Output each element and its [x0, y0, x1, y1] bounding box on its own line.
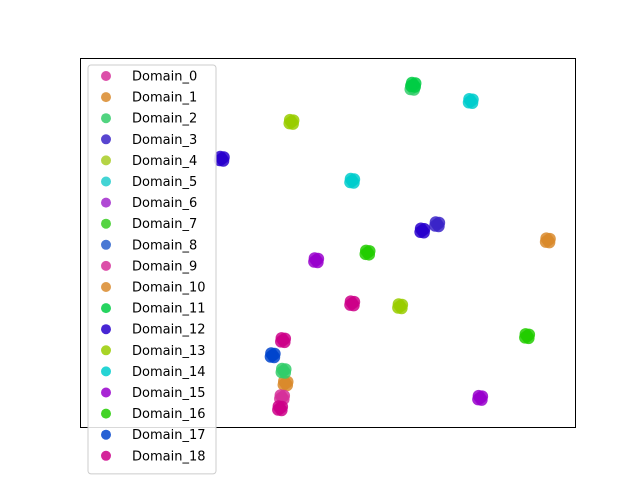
legend-marker	[101, 429, 111, 440]
scatter-point-domain-18-1	[275, 332, 292, 349]
legend-item: Domain_11	[101, 302, 206, 317]
legend-item: Domain_4	[101, 154, 197, 169]
legend-marker	[101, 71, 111, 81]
legend-label: Domain_4	[132, 154, 197, 169]
legend-marker	[101, 134, 111, 145]
legend-item: Domain_18	[101, 449, 206, 464]
legend-label: Domain_17	[132, 428, 206, 443]
scatter-point-domain-16-1	[519, 328, 536, 345]
legend-label: Domain_3	[132, 133, 197, 148]
legend-label: Domain_10	[132, 281, 206, 296]
legend-item: Domain_2	[101, 112, 197, 127]
scatter-point-domain-15-1	[472, 389, 489, 406]
legend-item: Domain_13	[101, 344, 206, 359]
legend-label: Domain_8	[132, 238, 197, 253]
legend-marker	[101, 113, 111, 124]
scatter-point-domain-18-0	[344, 295, 361, 312]
scatter-point-domain-9-0	[274, 389, 291, 406]
legend-item: Domain_12	[101, 323, 206, 338]
legend-label: Domain_5	[132, 175, 197, 190]
legend-item: Domain_17	[101, 428, 206, 443]
legend-label: Domain_13	[132, 344, 206, 359]
legend-marker	[101, 303, 111, 314]
legend-item: Domain_5	[101, 175, 197, 190]
scatter-point-domain-11-0	[405, 76, 422, 93]
legend-label: Domain_1	[132, 91, 197, 106]
scatter-point-domain-13-1	[392, 298, 409, 315]
legend-item: Domain_14	[101, 365, 206, 380]
legend-label: Domain_12	[132, 323, 206, 338]
legend-item: Domain_0	[101, 70, 197, 85]
legend-label: Domain_11	[132, 302, 206, 317]
legend: Domain_0 Domain_1 Domain_2 Domain_3 Domain_4…	[87, 64, 217, 475]
legend-item: Domain_1	[101, 91, 197, 106]
legend-marker	[101, 260, 111, 271]
legend-item: Domain_10	[101, 281, 206, 296]
legend-marker	[101, 218, 111, 229]
legend-marker	[101, 450, 111, 461]
scatter-point-domain-13-0	[283, 113, 300, 130]
scatter-point-domain-2-0	[275, 362, 292, 379]
legend-box	[87, 64, 217, 475]
legend-marker	[101, 282, 111, 292]
scatter-point-domain-12-0	[213, 150, 230, 167]
legend-label: Domain_2	[132, 112, 197, 127]
legend-marker	[101, 92, 111, 103]
legend-item: Domain_3	[101, 133, 197, 148]
legend-label: Domain_15	[132, 386, 206, 401]
legend-item: Domain_16	[101, 407, 206, 422]
legend-item: Domain_9	[101, 259, 197, 274]
legend-label: Domain_18	[132, 449, 206, 464]
legend-marker	[101, 345, 111, 356]
scatter-point-domain-14-1	[344, 172, 361, 189]
legend-item: Domain_7	[101, 217, 197, 232]
legend-label: Domain_16	[132, 407, 206, 422]
legend-marker	[101, 366, 111, 377]
legend-marker	[101, 324, 111, 335]
legend-item: Domain_8	[101, 238, 197, 253]
legend-marker	[101, 176, 111, 187]
legend-marker	[101, 239, 111, 250]
legend-label: Domain_6	[132, 196, 197, 211]
scatter-point-domain-12-1	[414, 222, 431, 239]
scatter-point-domain-10-0	[539, 232, 556, 249]
scatter-points	[213, 76, 556, 417]
legend-marker	[101, 155, 111, 166]
legend-label: Domain_7	[132, 217, 197, 232]
legend-item: Domain_6	[101, 196, 197, 211]
legend-marker	[101, 408, 111, 419]
scatter-point-domain-3-0	[429, 216, 446, 233]
scatter-point-domain-15-0	[308, 252, 325, 269]
scatter-point-domain-14-0	[462, 92, 479, 109]
legend-marker	[101, 387, 111, 398]
plot-frame	[80, 58, 576, 428]
scatter-point-domain-16-0	[359, 244, 376, 261]
legend-marker	[101, 197, 111, 208]
legend-item: Domain_15	[101, 386, 206, 401]
scatter-point-domain-18-2	[272, 400, 289, 417]
legend-label: Domain_9	[132, 259, 197, 274]
scatter-point-domain-17-0	[264, 347, 281, 364]
legend-label: Domain_0	[132, 70, 197, 85]
legend-label: Domain_14	[132, 365, 206, 380]
